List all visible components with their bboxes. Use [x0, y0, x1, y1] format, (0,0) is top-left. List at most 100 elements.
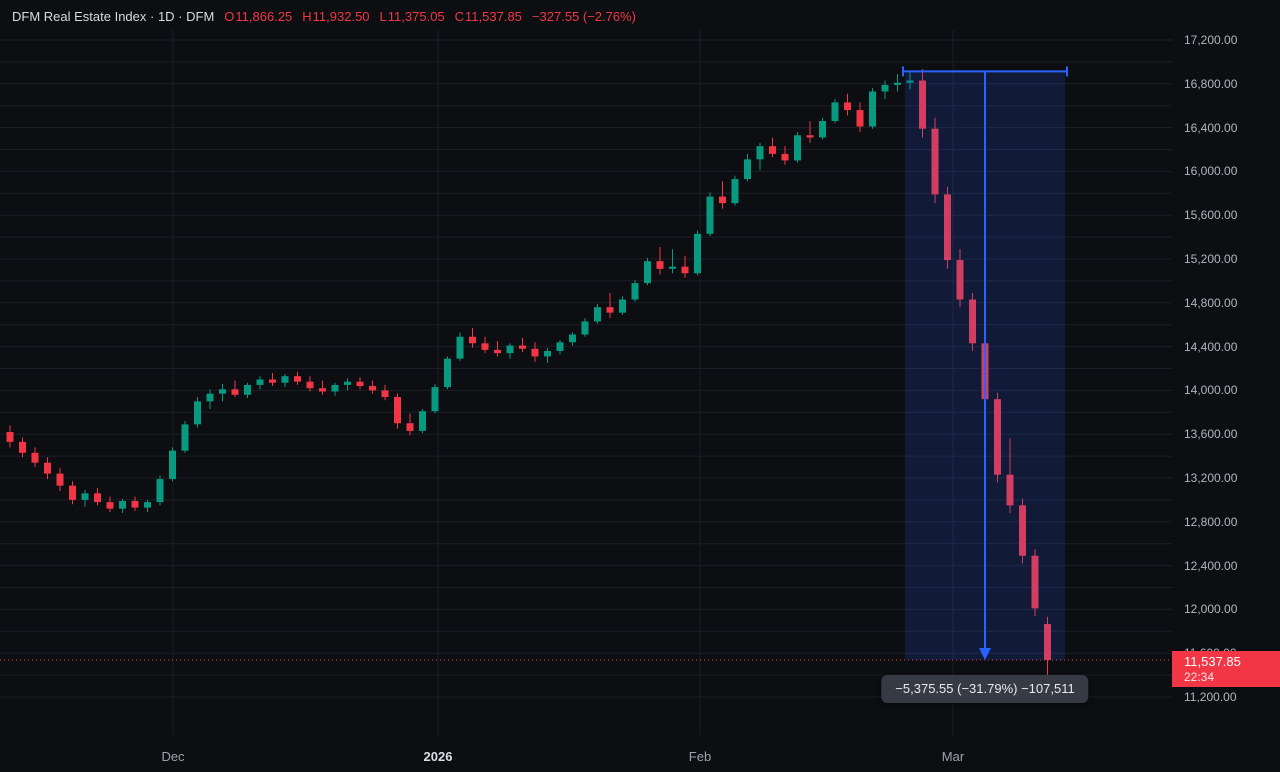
candle	[256, 376, 264, 390]
measure-tool[interactable]	[902, 66, 1068, 661]
candle-body	[281, 376, 289, 383]
time-axis-label[interactable]: Dec	[161, 749, 185, 764]
candle	[419, 409, 426, 434]
time-axis-label[interactable]: Feb	[688, 749, 712, 764]
ohlc-close: C11,537.85	[454, 9, 522, 24]
candle-body	[544, 350, 551, 357]
symbol-title[interactable]: DFM Real Estate Index · 1D · DFM	[12, 9, 215, 24]
candle-body	[331, 384, 339, 392]
candle	[631, 279, 639, 302]
candle-body	[6, 432, 14, 442]
candle-body	[494, 349, 501, 354]
candle	[181, 421, 189, 453]
candle-body	[869, 91, 876, 127]
candle	[969, 292, 976, 351]
candle	[719, 181, 726, 209]
candle-body	[269, 379, 276, 383]
candle-body	[531, 348, 539, 357]
candle-body	[94, 493, 101, 503]
candle-body	[819, 121, 826, 138]
candle	[619, 296, 626, 315]
candle	[731, 175, 739, 206]
candle	[219, 383, 226, 402]
candle-body	[19, 441, 26, 453]
candle-body	[1019, 505, 1026, 556]
candle	[31, 447, 39, 468]
candle	[706, 192, 714, 237]
price-axis-label: 12,000.00	[1184, 602, 1238, 617]
candle-body	[606, 307, 614, 313]
candle-body	[906, 80, 914, 83]
candle-body	[56, 473, 64, 486]
time-axis-label[interactable]: 2026	[423, 749, 453, 764]
price-axis-label: 14,000.00	[1184, 383, 1238, 398]
candle-body	[1031, 555, 1039, 609]
candle-body	[506, 345, 514, 354]
candle	[56, 468, 64, 492]
candle-body	[569, 334, 576, 343]
price-axis-label: 15,600.00	[1184, 208, 1238, 223]
candle-body	[719, 196, 726, 204]
price-axis-label: 14,800.00	[1184, 295, 1238, 310]
price-axis-label: 14,400.00	[1184, 339, 1238, 354]
candle-body	[756, 146, 764, 160]
candle-body	[694, 233, 701, 274]
price-axis[interactable]: 17,200.00 16,800.00 16,400.00 16,000.00 15,6…	[1172, 0, 1280, 745]
candle	[506, 343, 514, 359]
candle-body	[356, 381, 364, 387]
candle-body	[156, 479, 164, 503]
candle-body	[994, 399, 1001, 475]
candle-body	[644, 261, 651, 284]
candle-body	[1044, 624, 1051, 661]
candle	[769, 137, 776, 158]
candle	[819, 117, 826, 140]
candle	[544, 347, 551, 364]
candle-body	[406, 423, 414, 431]
candle	[169, 447, 176, 482]
ohlc-high: H11,932.50	[302, 9, 370, 24]
candle-body	[769, 146, 776, 154]
candle	[581, 318, 589, 337]
candle-body	[469, 336, 476, 344]
candle	[81, 490, 89, 507]
candle	[669, 249, 676, 274]
chart-header: DFM Real Estate Index · 1D · DFM O11,866…	[12, 9, 636, 24]
candle	[681, 255, 689, 278]
price-axis-label: 15,200.00	[1184, 252, 1238, 266]
candle-body	[831, 102, 839, 122]
candle-body	[706, 196, 714, 234]
time-axis-label[interactable]: Mar	[941, 749, 965, 764]
time-axis[interactable]: Dec 2026 Feb Mar	[0, 746, 1172, 772]
candle	[569, 332, 576, 346]
candle	[381, 384, 389, 401]
candle-body	[969, 299, 976, 344]
candle	[494, 341, 501, 357]
candles-layer	[6, 69, 1051, 678]
candle	[869, 88, 876, 129]
candle-body	[581, 321, 589, 335]
candle-body	[119, 500, 126, 509]
candle	[306, 376, 314, 392]
candle-body	[231, 389, 239, 395]
candle	[756, 142, 764, 171]
candle	[694, 230, 701, 276]
candle	[531, 342, 539, 362]
candle	[319, 380, 326, 395]
candle-body	[431, 387, 439, 412]
candle-body	[456, 336, 464, 359]
candle-body	[144, 502, 151, 508]
candle-body	[419, 411, 426, 431]
candle-body	[181, 424, 189, 451]
current-price-tag: 11,537.85 22:34	[1172, 651, 1280, 687]
candle	[831, 99, 839, 124]
candle	[156, 475, 164, 506]
price-axis-label: 16,800.00	[1184, 76, 1238, 91]
candle-body	[106, 502, 114, 509]
measure-tool-label[interactable]: −5,375.55 (−31.79%) −107,511	[881, 675, 1089, 703]
candle	[806, 121, 814, 143]
candle	[469, 327, 476, 348]
candle-body	[394, 396, 401, 424]
candle	[331, 382, 339, 396]
candle	[556, 340, 564, 355]
